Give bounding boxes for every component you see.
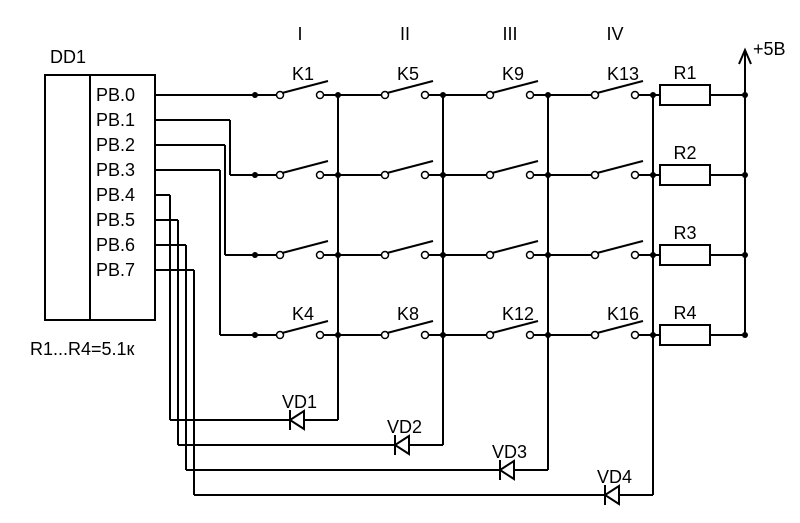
diode-label: VD4 — [597, 467, 632, 487]
pin-label: PB.3 — [96, 160, 135, 180]
resistor-value-note: R1...R4=5.1к — [30, 339, 135, 359]
resistor-label: R2 — [673, 143, 696, 163]
pin-label: PB.7 — [96, 260, 135, 280]
switch-label: K16 — [607, 304, 639, 324]
resistor-label: R1 — [673, 63, 696, 83]
pin-label: PB.4 — [96, 185, 135, 205]
column-header: III — [502, 24, 517, 44]
column-header: I — [297, 24, 302, 44]
pin-label: PB.1 — [96, 110, 135, 130]
diode-label: VD1 — [282, 392, 317, 412]
column-header: IV — [606, 24, 623, 44]
diode-label: VD3 — [492, 442, 527, 462]
pin-label: PB.6 — [96, 235, 135, 255]
switch-label: K1 — [292, 64, 314, 84]
diode-label: VD2 — [387, 417, 422, 437]
pin-label: PB.0 — [96, 85, 135, 105]
resistor-label: R3 — [673, 223, 696, 243]
pin-label: PB.2 — [96, 135, 135, 155]
switch-label: K13 — [607, 64, 639, 84]
switch-label: K8 — [397, 304, 419, 324]
switch-label: K5 — [397, 64, 419, 84]
ic-label: DD1 — [50, 47, 86, 67]
switch-label: K12 — [502, 304, 534, 324]
column-header: II — [400, 24, 410, 44]
pin-label: PB.5 — [96, 210, 135, 230]
switch-label: K9 — [502, 64, 524, 84]
keypad-matrix-schematic: DD1 PB.0 PB.1 PB.2 PB.3 PB.4 PB.5 PB.6 PB.7 R1...… — [0, 0, 800, 523]
switch-label: K4 — [292, 304, 314, 324]
resistor-label: R4 — [673, 303, 696, 323]
supply-label: +5B — [753, 39, 786, 59]
